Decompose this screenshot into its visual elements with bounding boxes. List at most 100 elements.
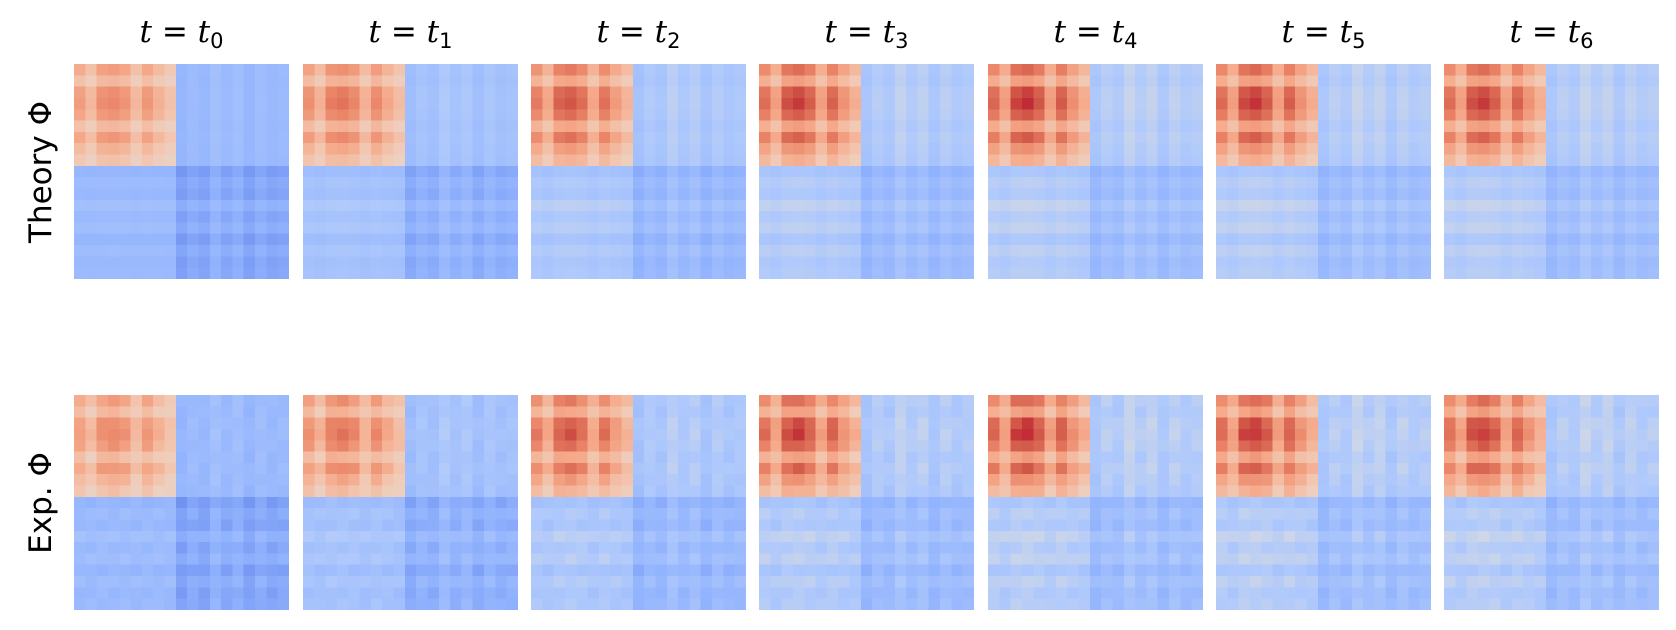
heatmap-cell [644, 587, 657, 600]
heatmap-cell [1408, 245, 1421, 257]
heatmap-cell [1135, 131, 1148, 144]
heatmap-cell [427, 120, 440, 133]
heatmap-cell [1602, 267, 1615, 279]
heatmap-cell [187, 154, 200, 167]
heatmap-cell [484, 564, 496, 577]
heatmap-cell [1191, 564, 1203, 577]
heatmap-cell [277, 245, 289, 257]
heatmap-svg [531, 395, 746, 610]
heatmap-cell [1557, 451, 1570, 464]
heatmap-cell [1021, 188, 1034, 201]
heatmap-cell [393, 440, 406, 453]
heatmap-cell [1602, 440, 1615, 453]
heatmap-cell [849, 428, 862, 441]
heatmap-cell [542, 428, 555, 441]
heatmap-cell [734, 245, 746, 257]
heatmap-cell [74, 256, 86, 269]
heatmap-cell [325, 86, 338, 99]
heatmap-cell [1295, 428, 1308, 441]
heatmap-cell [382, 211, 395, 224]
heatmap-cell [393, 109, 406, 122]
heatmap-cell [1545, 97, 1558, 110]
heatmap-cell [1489, 222, 1502, 235]
heatmap-cell [484, 542, 496, 555]
heatmap-cell [472, 177, 485, 190]
heatmap-cell [1340, 485, 1353, 498]
heatmap-svg [303, 395, 518, 610]
heatmap-cell [1444, 496, 1456, 509]
heatmap-cell [610, 440, 623, 453]
heatmap-cell [1329, 109, 1342, 122]
heatmap-cell [564, 587, 577, 600]
heatmap-cell [666, 120, 679, 133]
heatmap-cell [427, 474, 440, 487]
heatmap-cell [153, 222, 166, 235]
heatmap-cell [576, 395, 589, 407]
heatmap-cell [1306, 165, 1319, 178]
heatmap-cell [175, 428, 188, 441]
heatmap-cell [962, 508, 974, 521]
heatmap-cell [141, 120, 154, 133]
heatmap-cell [1044, 64, 1057, 76]
heatmap-cell [678, 188, 691, 201]
heatmap-cell [1067, 143, 1080, 156]
heatmap-cell [209, 199, 222, 212]
heatmap-cell [1340, 587, 1353, 600]
heatmap-cell [359, 188, 372, 201]
heatmap-cell [906, 109, 919, 122]
heatmap-cell [1477, 97, 1490, 110]
heatmap-cell [1545, 496, 1558, 509]
heatmap-cell [1579, 474, 1592, 487]
heatmap-cell [416, 485, 429, 498]
heatmap-cell [427, 131, 440, 144]
heatmap-cell [1340, 154, 1353, 167]
heatmap-cell [1489, 395, 1502, 407]
heatmap-cell [1489, 97, 1502, 110]
heatmap-cell [531, 530, 543, 543]
heatmap-cell [348, 177, 361, 190]
heatmap-cell [484, 222, 496, 235]
heatmap-cell [689, 542, 702, 555]
heatmap-cell [1227, 267, 1240, 279]
heatmap-cell [370, 97, 383, 110]
heatmap-cell [506, 542, 518, 555]
heatmap-cell [951, 97, 964, 110]
heatmap-cell [1419, 576, 1431, 588]
heatmap-cell [243, 165, 256, 178]
heatmap-cell [1340, 86, 1353, 99]
heatmap-cell [255, 131, 267, 144]
heatmap-cell [1557, 233, 1570, 246]
heatmap-cell [1523, 199, 1536, 212]
heatmap-cell [1227, 188, 1240, 201]
heatmap-cell [1500, 417, 1513, 430]
heatmap-cell [826, 86, 839, 99]
heatmap-cell [906, 440, 919, 453]
heatmap-cell [495, 428, 508, 441]
heatmap-cell [770, 256, 783, 269]
heatmap-cell [1351, 177, 1364, 190]
heatmap-cell [712, 75, 724, 88]
heatmap-cell [130, 474, 143, 487]
column-title-variable: t [1509, 14, 1522, 50]
heatmap-cell [404, 222, 417, 235]
heatmap-cell [781, 154, 794, 167]
heatmap-cell [277, 564, 289, 577]
heatmap-cell [1295, 587, 1308, 600]
heatmap-cell [209, 576, 222, 588]
heatmap-cell [1306, 462, 1319, 475]
heatmap-cell [1112, 109, 1125, 122]
heatmap-cell [472, 143, 485, 156]
heatmap-cell [734, 109, 746, 122]
heatmap-cell [576, 64, 589, 76]
heatmap-cell [484, 496, 496, 509]
heatmap-cell [1238, 519, 1251, 532]
heatmap-cell [1180, 474, 1193, 487]
heatmap-cell [1523, 485, 1536, 498]
heatmap-cell [712, 188, 724, 201]
heatmap-cell [1283, 64, 1296, 76]
heatmap-cell [370, 576, 383, 588]
heatmap-cell [1545, 267, 1558, 279]
heatmap-cell [666, 417, 679, 430]
column-title-time-symbol: t1 [426, 14, 453, 53]
heatmap-cell [1261, 530, 1274, 543]
